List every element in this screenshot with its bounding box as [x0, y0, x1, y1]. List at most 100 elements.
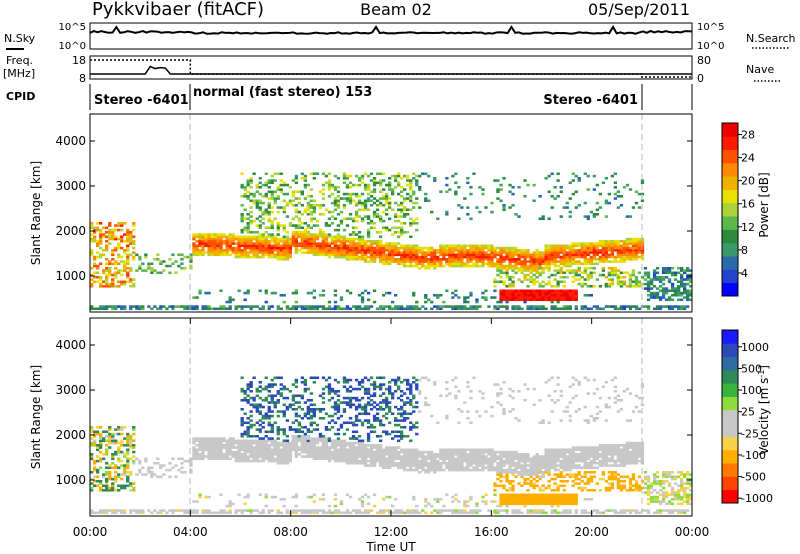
power-cell	[303, 208, 308, 212]
power-cell	[586, 249, 590, 252]
power-cell	[297, 197, 302, 200]
power-cell	[276, 233, 280, 236]
power-cell	[108, 228, 112, 232]
velocity-cell	[282, 403, 286, 407]
power-cell	[366, 183, 371, 187]
velocity-cell	[303, 432, 308, 436]
power-cell	[658, 296, 663, 299]
power-cell	[303, 246, 308, 250]
velocity-cell	[267, 459, 271, 463]
velocity-cell	[216, 441, 220, 445]
power-cell	[382, 188, 386, 191]
power-cell	[123, 249, 127, 252]
power-cell	[406, 179, 410, 182]
power-cell	[240, 251, 244, 254]
power-cell	[568, 253, 572, 257]
power-cell	[382, 253, 386, 257]
power-cell	[375, 249, 380, 252]
power-cell	[360, 255, 365, 259]
power-cell	[604, 249, 609, 252]
velocity-cell	[246, 399, 250, 402]
power-cell	[201, 244, 205, 248]
power-cell	[111, 249, 115, 252]
power-cell	[439, 253, 443, 257]
velocity-cell	[397, 376, 401, 380]
velocity-cell	[327, 448, 332, 452]
power-cell	[667, 269, 672, 272]
power-cell	[559, 294, 563, 297]
power-cell	[204, 237, 208, 241]
velocity-cell	[105, 448, 109, 452]
velocity-cell	[174, 475, 178, 479]
velocity-cell	[222, 446, 226, 449]
power-cell	[105, 282, 109, 286]
power-cell	[556, 246, 560, 250]
power-cell	[315, 305, 320, 308]
power-cell	[469, 249, 473, 252]
velocity-cell	[406, 401, 410, 404]
power-cell	[517, 269, 521, 272]
power-cell	[643, 287, 648, 290]
power-cell	[366, 249, 371, 252]
velocity-cell	[117, 457, 121, 461]
velocity-cell	[294, 408, 299, 411]
velocity-cell	[192, 437, 196, 440]
velocity-cell	[216, 450, 220, 454]
power-cell	[382, 255, 386, 259]
velocity-cell	[309, 450, 314, 454]
power-cell	[541, 269, 545, 272]
velocity-cell	[412, 459, 416, 463]
power-cell	[333, 199, 338, 203]
power-cell	[249, 235, 253, 239]
power-cell	[547, 289, 551, 293]
power-cell	[502, 289, 506, 293]
velocity-cell	[375, 459, 380, 463]
power-cell	[192, 233, 196, 236]
velocity-cell	[397, 464, 401, 467]
power-cell	[379, 244, 383, 248]
power-cell	[255, 201, 259, 205]
power-cell	[372, 188, 377, 191]
velocity-cell	[300, 430, 305, 434]
power-cell	[430, 260, 434, 263]
power-cell	[204, 235, 208, 239]
velocity-cell	[219, 493, 223, 497]
velocity-cell	[336, 439, 341, 443]
velocity-cell	[276, 509, 280, 512]
power-cell	[255, 237, 259, 241]
velocity-cell	[306, 417, 311, 420]
velocity-cell	[249, 385, 253, 389]
power-cell	[366, 251, 371, 254]
power-cell	[649, 278, 654, 281]
velocity-cell	[147, 468, 151, 472]
velocity-cell	[264, 493, 268, 497]
power-cell	[595, 307, 600, 311]
velocity-cell	[354, 405, 359, 409]
power-cell	[538, 255, 542, 259]
velocity-cell	[213, 439, 217, 443]
velocity-cell	[385, 432, 389, 436]
power-cell	[532, 183, 536, 187]
velocity-cell	[192, 446, 196, 449]
power-cell	[382, 307, 386, 311]
power-cell	[360, 244, 365, 248]
velocity-cell	[342, 396, 347, 400]
power-cell	[574, 307, 578, 311]
power-cell	[382, 249, 386, 252]
power-cell	[538, 260, 542, 263]
velocity-cell	[126, 477, 130, 481]
velocity-cell	[415, 468, 419, 472]
power-cell	[664, 269, 669, 272]
power-cell	[574, 190, 578, 194]
power-cell	[463, 255, 467, 259]
power-cell	[553, 249, 557, 252]
power-cell	[680, 307, 684, 311]
velocity-cell	[309, 439, 314, 443]
power-cell	[138, 267, 142, 270]
power-cell	[607, 253, 612, 257]
velocity-cell	[363, 387, 368, 391]
power-cell	[321, 251, 326, 254]
power-cell	[99, 242, 103, 245]
power-cell	[610, 246, 615, 250]
power-cell	[303, 242, 308, 245]
